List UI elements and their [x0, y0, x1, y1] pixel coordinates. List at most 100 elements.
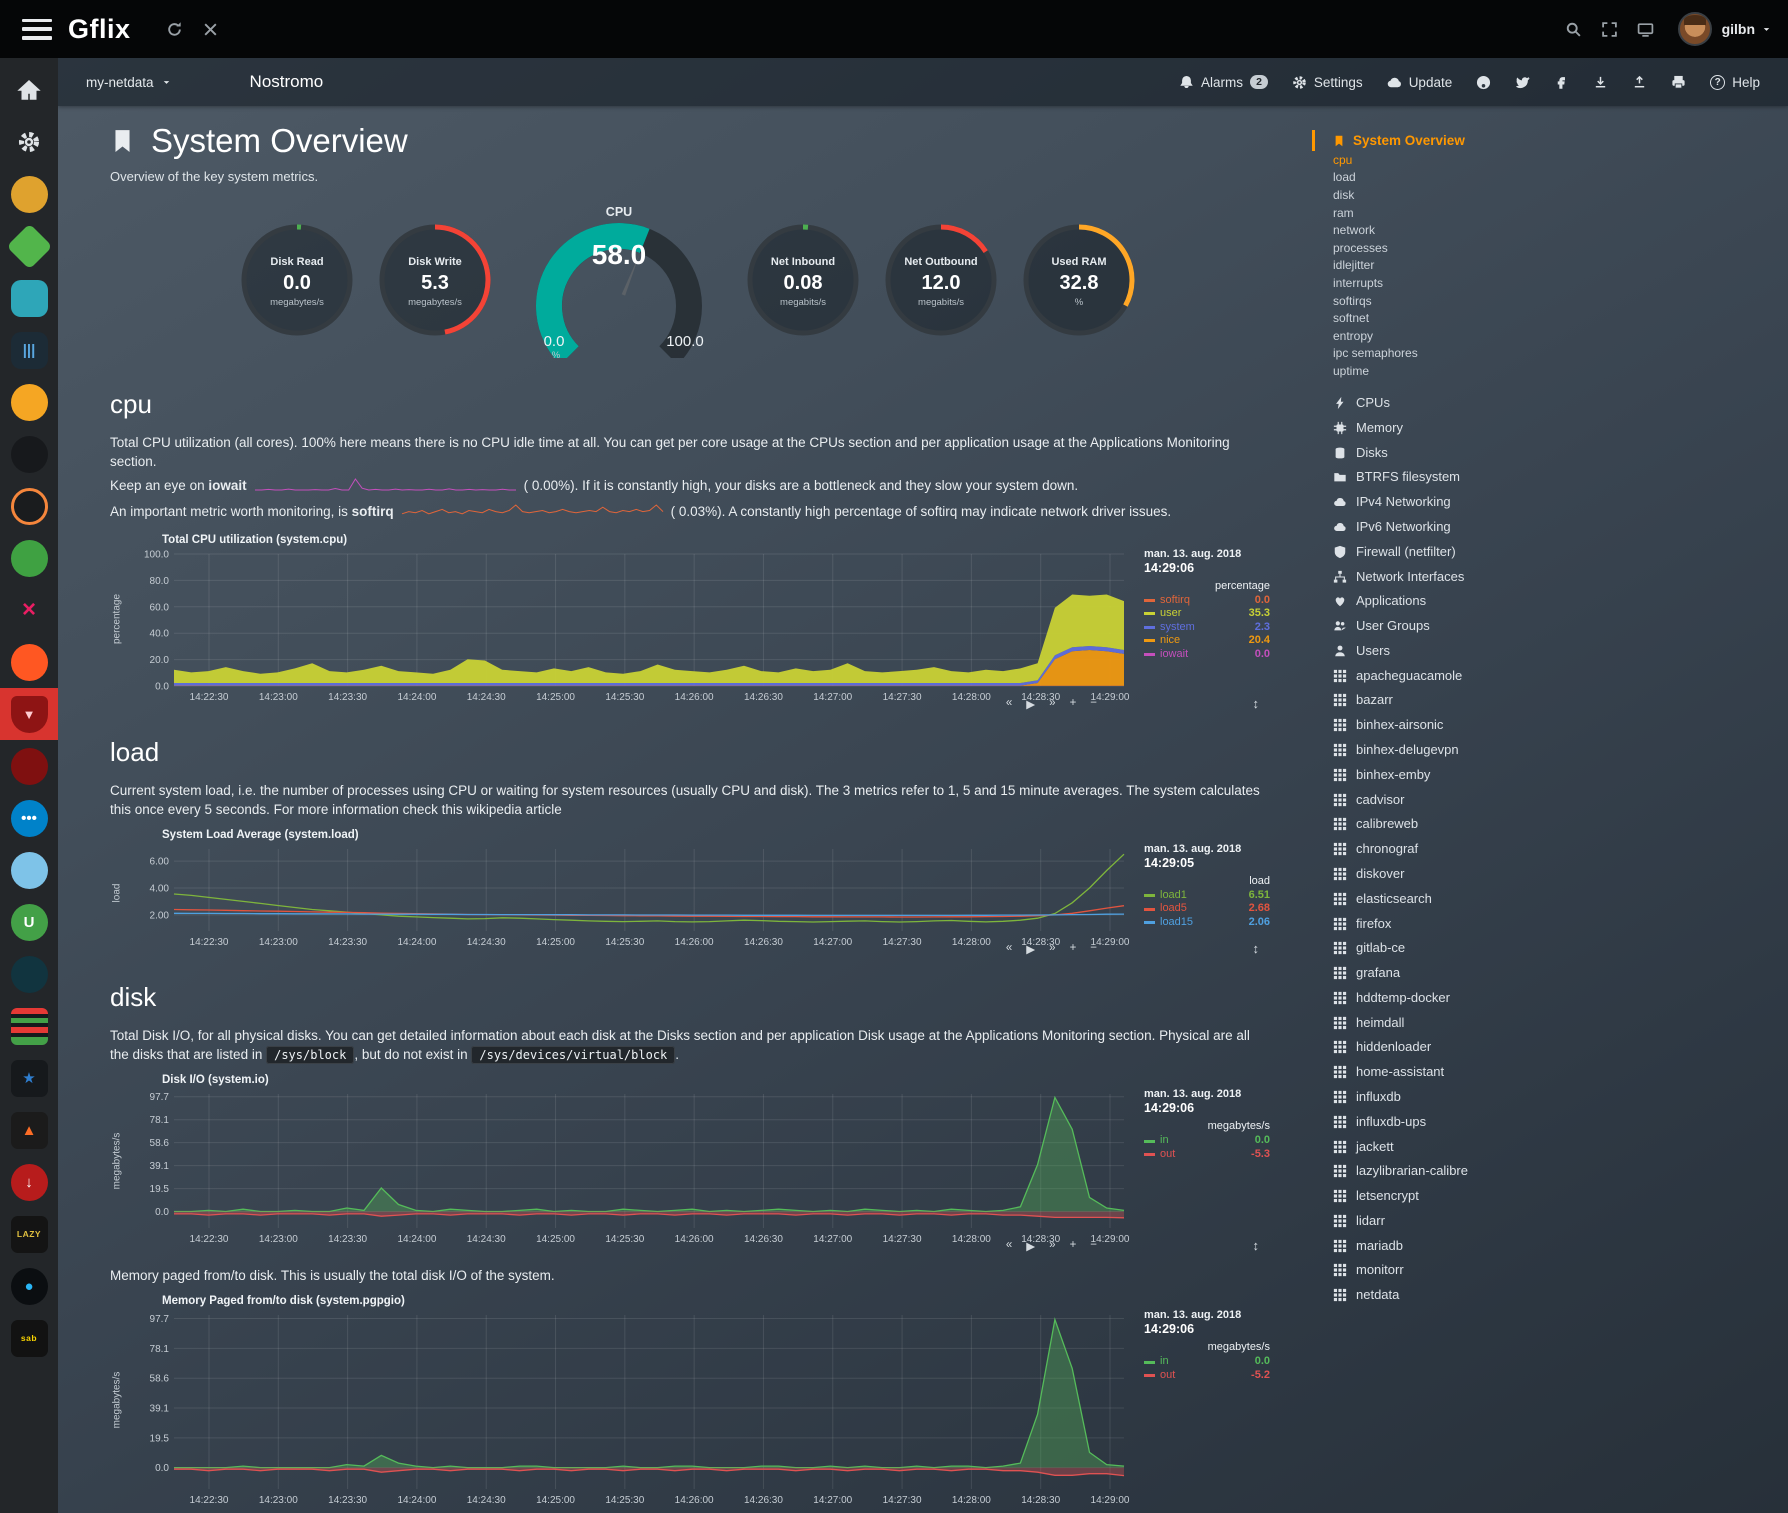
app-ombi-icon[interactable]: ×: [0, 584, 58, 636]
app-cluster-icon[interactable]: [0, 740, 58, 792]
menu-app-lidarr[interactable]: lidarr: [1312, 1209, 1788, 1234]
pan-forward-icon[interactable]: »: [1049, 1239, 1056, 1252]
app-netdata-icon[interactable]: ▼: [0, 688, 58, 740]
app-tautulli-icon[interactable]: [0, 168, 58, 220]
legend-dimension-in[interactable]: in 0.0: [1144, 1134, 1270, 1148]
import-icon[interactable]: [1593, 75, 1608, 90]
update-button[interactable]: Update: [1387, 75, 1452, 90]
net-outbound-gauge[interactable]: Net Outbound 12.0 megabits/s: [882, 221, 1000, 344]
app-gitlab-icon[interactable]: ▲: [0, 1104, 58, 1156]
settings-icon[interactable]: [0, 116, 58, 168]
menu-app-bazarr[interactable]: bazarr: [1312, 688, 1788, 713]
legend-dimension-nice[interactable]: nice 20.4: [1144, 634, 1270, 648]
app-lazylibrarian-icon[interactable]: LAZY: [0, 1208, 58, 1260]
legend-dimension-out[interactable]: out -5.2: [1144, 1369, 1270, 1383]
pan-backward-icon[interactable]: «: [1005, 941, 1013, 954]
play-icon[interactable]: ▶: [1026, 943, 1036, 956]
app-jackett-icon[interactable]: [0, 376, 58, 428]
close-tab-icon[interactable]: [193, 11, 229, 47]
menu-section-applications[interactable]: Applications: [1312, 589, 1788, 614]
menu-app-hddtemp-docker[interactable]: hddtemp-docker: [1312, 985, 1788, 1010]
print-icon[interactable]: [1671, 75, 1686, 90]
home-icon[interactable]: [0, 64, 58, 116]
cpu-chart[interactable]: Total CPU utilization (system.cpu) perce…: [110, 534, 1271, 711]
menu-section-firewall-netfilter-[interactable]: Firewall (netfilter): [1312, 539, 1788, 564]
menu-section-disks[interactable]: Disks: [1312, 440, 1788, 465]
legend-dimension-load15[interactable]: load15 2.06: [1144, 916, 1270, 930]
app-duplicati-icon[interactable]: ●: [0, 1260, 58, 1312]
menu-app-elasticsearch[interactable]: elasticsearch: [1312, 886, 1788, 911]
menu-app-apacheguacamole[interactable]: apacheguacamole: [1312, 663, 1788, 688]
menu-sub-load[interactable]: load: [1333, 170, 1356, 185]
used-ram-gauge[interactable]: Used RAM 32.8%: [1020, 221, 1138, 344]
resize-handle-icon[interactable]: ↕: [1252, 940, 1260, 956]
menu-sub-ram[interactable]: ram: [1333, 205, 1354, 220]
legend-dimension-system[interactable]: system 2.3: [1144, 621, 1270, 635]
export-icon[interactable]: [1632, 75, 1647, 90]
zoom-in-icon[interactable]: +: [1069, 941, 1077, 954]
menu-app-chronograf[interactable]: chronograf: [1312, 837, 1788, 862]
menu-app-gitlab-ce[interactable]: gitlab-ce: [1312, 936, 1788, 961]
legend-dimension-load5[interactable]: load5 2.68: [1144, 902, 1270, 916]
app-ubooquity-icon[interactable]: U: [0, 896, 58, 948]
settings-button[interactable]: Settings: [1292, 75, 1363, 90]
facebook-icon[interactable]: [1554, 75, 1569, 90]
menu-app-home-assistant[interactable]: home-assistant: [1312, 1060, 1788, 1085]
menu-app-binhex-airsonic[interactable]: binhex-airsonic: [1312, 713, 1788, 738]
menu-app-netdata[interactable]: netdata: [1312, 1283, 1788, 1308]
resize-handle-icon[interactable]: ↕: [1252, 695, 1260, 711]
menu-app-grafana[interactable]: grafana: [1312, 961, 1788, 986]
menu-sub-cpu[interactable]: cpu: [1333, 152, 1353, 167]
zoom-in-icon[interactable]: +: [1069, 696, 1077, 709]
cpu-gauge[interactable]: CPU 58.0 0.0 100.0%: [514, 202, 724, 365]
menu-sub-softnet[interactable]: softnet: [1333, 311, 1370, 326]
play-icon[interactable]: ▶: [1026, 1241, 1036, 1254]
menu-icon[interactable]: [22, 18, 52, 40]
help-button[interactable]: ? Help: [1710, 74, 1760, 90]
twitter-icon[interactable]: [1515, 75, 1530, 90]
app-deluge-icon[interactable]: [0, 272, 58, 324]
menu-app-cadvisor[interactable]: cadvisor: [1312, 787, 1788, 812]
legend-dimension-out[interactable]: out -5.3: [1144, 1148, 1270, 1162]
app-grafana-icon[interactable]: [0, 480, 58, 532]
load-plot[interactable]: 6.00 4.00 2.00 14:22:30 14:23:00 14:23:30 14:2…: [124, 843, 1134, 956]
disk-chart[interactable]: Disk I/O (system.io) megabytes/s 97.7 78.…: [110, 1074, 1271, 1254]
memory-paged-chart[interactable]: Memory Paged from/to disk (system.pgpgio…: [110, 1295, 1271, 1513]
menu-app-mariadb[interactable]: mariadb: [1312, 1233, 1788, 1258]
pan-forward-icon[interactable]: »: [1049, 941, 1056, 954]
alarms-button[interactable]: Alarms 2: [1179, 75, 1268, 90]
menu-section-network-interfaces[interactable]: Network Interfaces: [1312, 564, 1788, 589]
app-nextcloud-icon[interactable]: •••: [0, 792, 58, 844]
disk-plot[interactable]: 97.7 78.1 58.6 39.1 19.5 0.0 14:22:30 14:23:00 1…: [124, 1088, 1134, 1253]
app-bars-icon[interactable]: [0, 1000, 58, 1052]
load-chart[interactable]: System Load Average (system.load) load 6…: [110, 829, 1271, 956]
zoom-in-icon[interactable]: +: [1069, 1239, 1077, 1252]
search-icon[interactable]: [1556, 11, 1592, 47]
menu-app-jackett[interactable]: jackett: [1312, 1134, 1788, 1159]
menu-section-memory[interactable]: Memory: [1312, 416, 1788, 441]
menu-app-hiddenloader[interactable]: hiddenloader: [1312, 1035, 1788, 1060]
menu-section-ipv6-networking[interactable]: IPv6 Networking: [1312, 515, 1788, 540]
menu-app-influxdb-ups[interactable]: influxdb-ups: [1312, 1109, 1788, 1134]
app-downloader-icon[interactable]: ↓: [0, 1156, 58, 1208]
menu-app-lazylibrarian-calibre[interactable]: lazylibrarian-calibre: [1312, 1159, 1788, 1184]
pan-forward-icon[interactable]: »: [1049, 696, 1056, 709]
legend-dimension-softirq[interactable]: softirq 0.0: [1144, 594, 1270, 608]
menu-sub-idlejitter[interactable]: idlejitter: [1333, 258, 1375, 273]
menu-app-binhex-emby[interactable]: binhex-emby: [1312, 762, 1788, 787]
menu-app-firefox[interactable]: firefox: [1312, 911, 1788, 936]
menu-app-letsencrypt[interactable]: letsencrypt: [1312, 1184, 1788, 1209]
menu-sub-softirqs[interactable]: softirqs: [1333, 293, 1372, 308]
zoom-out-icon[interactable]: −: [1090, 696, 1097, 709]
github-icon[interactable]: [1476, 75, 1491, 90]
menu-sub-network[interactable]: network: [1333, 223, 1376, 238]
app-jellyfin-icon[interactable]: [0, 948, 58, 1000]
resize-handle-icon[interactable]: ↕: [1252, 1238, 1260, 1254]
menu-app-heimdall[interactable]: heimdall: [1312, 1010, 1788, 1035]
play-icon[interactable]: ▶: [1026, 698, 1036, 711]
avatar[interactable]: [1677, 12, 1712, 46]
memory-paged-plot[interactable]: 97.7 78.1 58.6 39.1 19.5 0.0 14:22:30 14:23:00 1…: [124, 1309, 1134, 1513]
disk-write-gauge[interactable]: Disk Write 5.3 megabytes/s: [376, 221, 494, 344]
menu-section-cpus[interactable]: CPUs: [1312, 391, 1788, 416]
app-heimdall-icon[interactable]: ★: [0, 1052, 58, 1104]
